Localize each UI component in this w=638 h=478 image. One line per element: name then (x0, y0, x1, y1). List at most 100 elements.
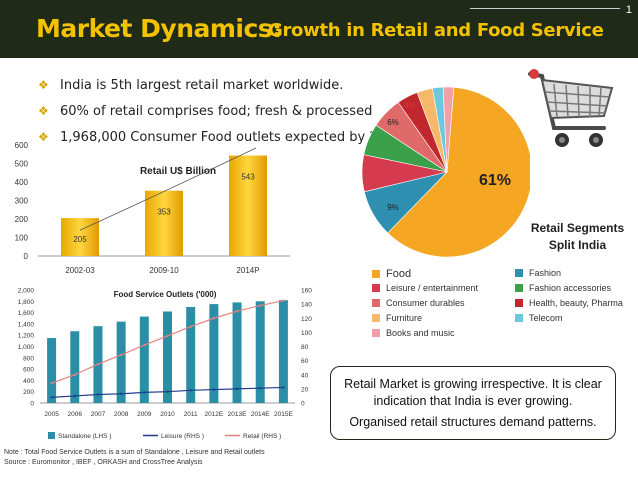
legend-swatch (515, 299, 523, 307)
legend-swatch (372, 299, 380, 307)
header-rule (470, 8, 620, 9)
slice-label: 6% (387, 118, 399, 127)
legend-swatch (515, 269, 523, 277)
y-right-tick-label: 20 (301, 386, 309, 393)
legend-swatch (48, 432, 55, 439)
bar (232, 302, 242, 403)
leisure-line-point (73, 394, 76, 398)
chart-title: Food Service Outlets ('000) (114, 290, 217, 299)
y-tick-label: 400 (15, 178, 29, 187)
slice-label: 9% (387, 203, 399, 212)
legend-label: Leisure (RHS ) (161, 433, 204, 440)
y-tick-label: 300 (15, 197, 29, 206)
bullet-item: ❖ 1,968,000 Consumer Food outlets expect… (38, 129, 403, 145)
y-right-tick-label: 0 (301, 401, 305, 408)
leisure-line-point (119, 392, 123, 396)
y-right-tick-label: 80 (301, 344, 309, 351)
legend-swatch (372, 329, 380, 337)
retail-line-point (96, 362, 100, 366)
leisure-line-point (282, 386, 285, 389)
bar (163, 311, 172, 403)
retail-line-point (119, 353, 123, 357)
data-label: 353 (157, 208, 171, 217)
retail-line-point (282, 299, 285, 302)
leisure-line-point (96, 393, 100, 396)
food-service-chart: Food Service Outlets ('000)0200400600800… (18, 288, 313, 441)
bar (47, 338, 57, 403)
y-right-tick-label: 120 (301, 316, 312, 323)
x-tick-label: 2006 (68, 411, 83, 418)
chart-title: Retail U$ Billion (140, 166, 216, 177)
bar (278, 300, 288, 403)
x-tick-label: 2002-03 (65, 266, 95, 275)
legend-label: Consumer durables (386, 298, 465, 308)
y-tick-label: 500 (15, 160, 29, 169)
x-tick-label: 2008 (114, 411, 129, 418)
page-number: 1 (625, 4, 632, 16)
footnote: Note : Total Food Service Outlets is a s… (4, 449, 265, 466)
y-left-tick-label: 1,400 (18, 321, 35, 328)
y-tick-label: 600 (15, 141, 29, 150)
retail-line-point (143, 343, 146, 347)
trend-line (79, 147, 257, 231)
slice-label: 4% (404, 101, 416, 110)
leaf-bullet-icon: ❖ (38, 78, 49, 92)
pie-title: Retail Segments Split India (530, 221, 625, 252)
y-tick-label: 200 (15, 215, 29, 224)
legend-label: Fashion (529, 268, 562, 278)
callout-line-1: Retail Market is growing irrespective. I… (344, 377, 602, 408)
bullet-item: ❖ 60% of retail comprises food; fresh & … (38, 103, 373, 119)
y-left-tick-label: 1,000 (18, 344, 35, 351)
bullet-item: ❖ India is 5th largest retail market wor… (38, 77, 344, 93)
leaf-bullet-icon: ❖ (38, 130, 49, 144)
y-left-tick-label: 800 (23, 355, 34, 362)
leisure-line-point (166, 390, 169, 393)
y-left-tick-label: 1,800 (18, 299, 35, 306)
bar (209, 304, 219, 403)
data-label: 205 (73, 235, 87, 244)
leisure-line-point (50, 396, 53, 399)
legend-label: Food (386, 268, 412, 280)
legend-swatch (515, 314, 523, 322)
y-tick-label: 0 (24, 252, 29, 261)
retail-line-point (259, 304, 262, 307)
legend-swatch (372, 314, 380, 322)
y-left-tick-label: 600 (23, 367, 34, 374)
title-bar: Market Dynamics: Growth in Retail and Fo… (0, 0, 638, 58)
bar (139, 316, 149, 403)
legend-swatch (515, 284, 523, 292)
y-tick-label: 100 (15, 234, 29, 243)
x-tick-label: 2015E (274, 411, 293, 418)
callout-line-2: Organised retail structures demand patte… (349, 415, 597, 429)
bar (145, 190, 183, 256)
legend-item: Telecom (515, 313, 563, 323)
legend-item: Food (372, 268, 411, 280)
legend-label: Leisure / entertainment (386, 283, 479, 293)
y-left-tick-label: 0 (30, 401, 34, 408)
x-tick-label: 2013E (228, 411, 247, 418)
legend-label: Standalone (LHS ) (58, 433, 111, 440)
bar (229, 155, 267, 256)
retail-line-point (50, 382, 53, 385)
shopping-cart-icon (528, 69, 614, 147)
leisure-line-point (259, 386, 262, 390)
y-right-tick-label: 140 (301, 302, 312, 309)
leaf-bullet-icon: ❖ (38, 104, 49, 118)
bar (70, 331, 80, 403)
x-tick-label: 2014E (251, 411, 270, 418)
y-right-tick-label: 60 (301, 358, 309, 365)
bar (186, 306, 196, 403)
legend-item: Health, beauty, Pharma (515, 298, 623, 308)
x-tick-label: 2005 (44, 411, 59, 418)
retail-line-point (189, 325, 192, 328)
retail-segments-pie: 61% 9% 6% 4% (361, 86, 530, 258)
y-left-tick-label: 1,600 (18, 310, 35, 317)
x-tick-label: 2014P (236, 266, 259, 275)
insight-callout: Retail Market is growing irrespective. I… (330, 366, 616, 440)
x-tick-label: 2011 (184, 411, 198, 418)
x-tick-label: 2009-10 (149, 266, 179, 275)
bar (255, 301, 265, 403)
legend-label: Retail (RHS ) (243, 433, 281, 440)
x-tick-label: 2007 (91, 411, 106, 418)
x-tick-label: 2009 (137, 411, 152, 418)
